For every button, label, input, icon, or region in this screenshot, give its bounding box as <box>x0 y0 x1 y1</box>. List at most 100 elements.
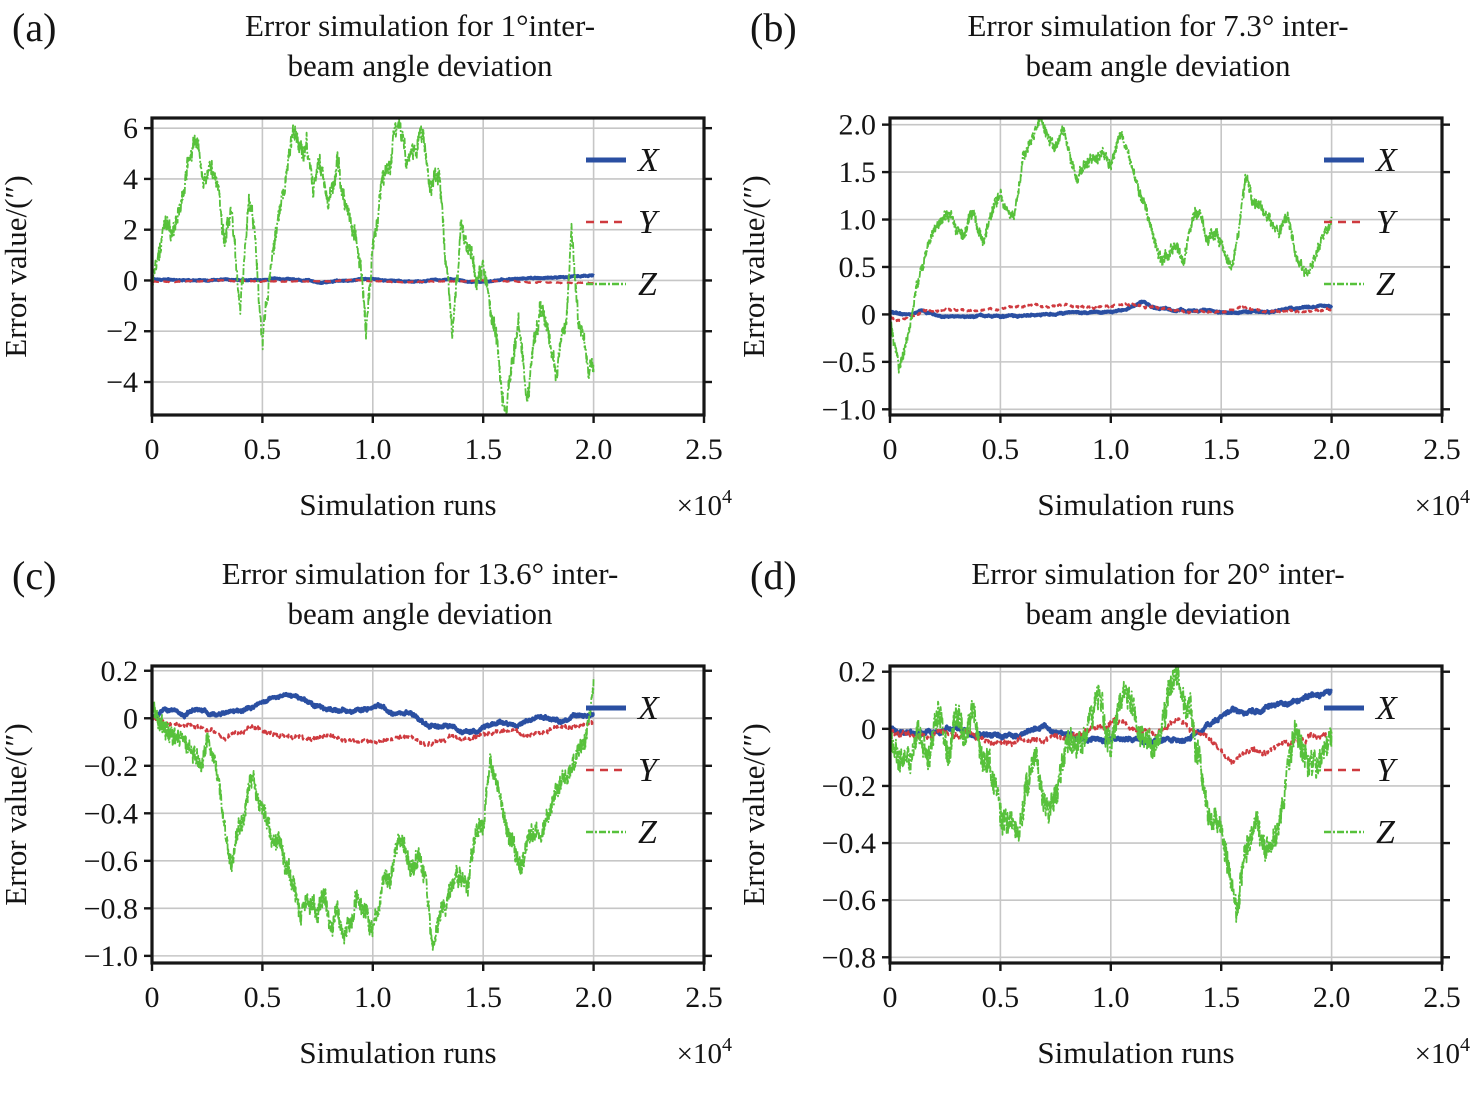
y-tick-label: −0.2 <box>84 750 138 783</box>
legend-label-y: Y <box>1376 204 1398 241</box>
series-line-x <box>890 299 1334 320</box>
series-group <box>890 666 1333 923</box>
x-tick-label: 1.0 <box>1092 433 1130 466</box>
legend-label-y: Y <box>638 752 660 789</box>
panel-letter-d: (d) <box>750 553 797 598</box>
y-tick-label: 0 <box>861 713 876 746</box>
x-tick-label: 0 <box>145 981 160 1014</box>
y-tick-labels: 0.2 0 −0.2 −0.4 −0.6 −0.8 <box>822 656 876 975</box>
legend-label-y: Y <box>638 204 660 241</box>
panel-title-c-line1: Error simulation for 13.6° inter- <box>221 556 619 591</box>
panel-title-d-line2: beam angle deviation <box>1025 595 1291 631</box>
y-tick-label: 0.2 <box>839 656 877 689</box>
panel-title-d-line1: Error simulation for 20° inter- <box>971 556 1345 591</box>
panel-letter-a: (a) <box>12 5 57 50</box>
legend: XYZ <box>1324 142 1398 303</box>
panel-title-d: Error simulation for 20° inter- beam ang… <box>878 554 1438 633</box>
x-tick-labels: 0 0.5 1.0 1.5 2.0 2.5 <box>883 981 1461 1014</box>
chart-canvas-a: 0 0.5 1.0 1.5 2.0 2.5 6 4 2 0 −2 −4 Error value/(″) S… <box>0 112 732 522</box>
series-group <box>152 118 595 415</box>
y-axis-label: Error value/(″) <box>0 723 33 905</box>
panel-title-b: Error simulation for 7.3° inter- beam an… <box>878 6 1438 85</box>
x-tick-label: 2.0 <box>1313 433 1351 466</box>
series-line-x <box>152 273 595 285</box>
panel-a: (a) Error simulation for 1°inter- beam a… <box>0 0 738 548</box>
y-tick-label: 2 <box>123 214 138 247</box>
x-tick-label: 2.0 <box>575 433 613 466</box>
x-tick-label: 2.5 <box>1423 981 1461 1014</box>
x-axis-multiplier: ×104 <box>677 486 732 522</box>
x-tick-labels: 0 0.5 1.0 1.5 2.0 2.5 <box>883 433 1461 466</box>
y-tick-label: 4 <box>123 163 138 196</box>
series-group <box>890 118 1334 374</box>
y-tick-label: 0.2 <box>101 655 139 688</box>
series-line-y <box>152 278 595 285</box>
tick-marks <box>882 123 1450 423</box>
legend-label-z: Z <box>1376 814 1396 851</box>
series-line-z <box>152 118 595 415</box>
y-tick-label: 0 <box>861 298 876 331</box>
x-tick-label: 1.5 <box>1202 981 1240 1014</box>
x-axis-label: Simulation runs <box>299 1035 496 1070</box>
y-tick-label: 1.5 <box>839 156 877 189</box>
y-tick-labels: 6 4 2 0 −2 −4 <box>106 112 138 399</box>
panel-title-c-line2: beam angle deviation <box>287 595 553 631</box>
x-tick-label: 2.0 <box>1313 981 1351 1014</box>
plot-border <box>150 116 706 417</box>
x-tick-label: 0.5 <box>244 981 282 1014</box>
y-tick-label: −0.6 <box>84 845 138 878</box>
y-tick-labels: 0.2 0 −0.2 −0.4 −0.6 −0.8 −1.0 <box>84 655 138 973</box>
y-tick-label: −0.6 <box>822 884 876 917</box>
chart-canvas-d: 0 0.5 1.0 1.5 2.0 2.5 0.2 0 −0.2 −0.4 −0.6 −0.8 Erro… <box>738 656 1470 1070</box>
legend-label-z: Z <box>638 266 658 303</box>
series-line-z <box>890 666 1333 923</box>
panel-d: (d) Error simulation for 20° inter- beam… <box>738 548 1476 1096</box>
x-tick-label: 1.5 <box>464 981 502 1014</box>
tick-marks <box>144 126 712 423</box>
x-tick-label: 0 <box>145 433 160 466</box>
x-axis-multiplier: ×104 <box>1415 1034 1470 1070</box>
grid-lines <box>152 666 704 963</box>
tick-marks <box>144 669 712 971</box>
series-line-y <box>890 302 1333 323</box>
y-tick-label: 0.5 <box>839 251 877 284</box>
tick-marks <box>882 670 1450 971</box>
panel-c: (c) Error simulation for 13.6° inter- be… <box>0 548 738 1096</box>
x-tick-label: 0 <box>883 433 898 466</box>
panel-b-header: (b) Error simulation for 7.3° inter- bea… <box>738 0 1476 96</box>
x-tick-label: 2.5 <box>685 981 723 1014</box>
x-tick-label: 0.5 <box>982 433 1020 466</box>
legend-label-z: Z <box>1376 266 1396 303</box>
series-line-y <box>152 716 595 747</box>
y-tick-label: 2.0 <box>839 109 877 142</box>
x-tick-labels: 0 0.5 1.0 1.5 2.0 2.5 <box>145 981 723 1014</box>
panel-title-a-line1: Error simulation for 1°inter- <box>244 8 596 43</box>
legend-label-x: X <box>1374 142 1398 179</box>
y-tick-label: 0 <box>123 264 138 297</box>
panel-title-c: Error simulation for 13.6° inter- beam a… <box>140 554 700 633</box>
legend-label-x: X <box>1374 690 1398 727</box>
chart-canvas-c: 0 0.5 1.0 1.5 2.0 2.5 0.2 0 −0.2 −0.4 −0.6 −0.8 −1.0… <box>0 655 732 1070</box>
y-tick-label: −0.4 <box>822 827 876 860</box>
x-tick-label: 2.5 <box>1423 433 1461 466</box>
y-tick-label: −4 <box>106 366 138 399</box>
y-tick-label: −1.0 <box>84 940 138 973</box>
legend: XYZ <box>1324 690 1398 851</box>
y-tick-labels: 2.0 1.5 1.0 0.5 0 −0.5 −1.0 <box>822 109 876 427</box>
legend-label-x: X <box>636 690 660 727</box>
x-tick-label: 0.5 <box>982 981 1020 1014</box>
y-axis-label: Error value/(″) <box>0 175 33 357</box>
series-line-z <box>152 677 595 952</box>
panel-letter-b: (b) <box>750 5 797 50</box>
legend: XYZ <box>586 142 660 303</box>
panel-c-header: (c) Error simulation for 13.6° inter- be… <box>0 548 738 644</box>
panel-title-b-line1: Error simulation for 7.3° inter- <box>967 8 1349 43</box>
legend-label-x: X <box>636 142 660 179</box>
x-tick-label: 0 <box>883 981 898 1014</box>
panel-b: (b) Error simulation for 7.3° inter- bea… <box>738 0 1476 548</box>
panel-d-header: (d) Error simulation for 20° inter- beam… <box>738 548 1476 644</box>
y-tick-label: −0.8 <box>84 892 138 925</box>
panel-a-header: (a) Error simulation for 1°inter- beam a… <box>0 0 738 96</box>
legend: XYZ <box>586 690 660 851</box>
